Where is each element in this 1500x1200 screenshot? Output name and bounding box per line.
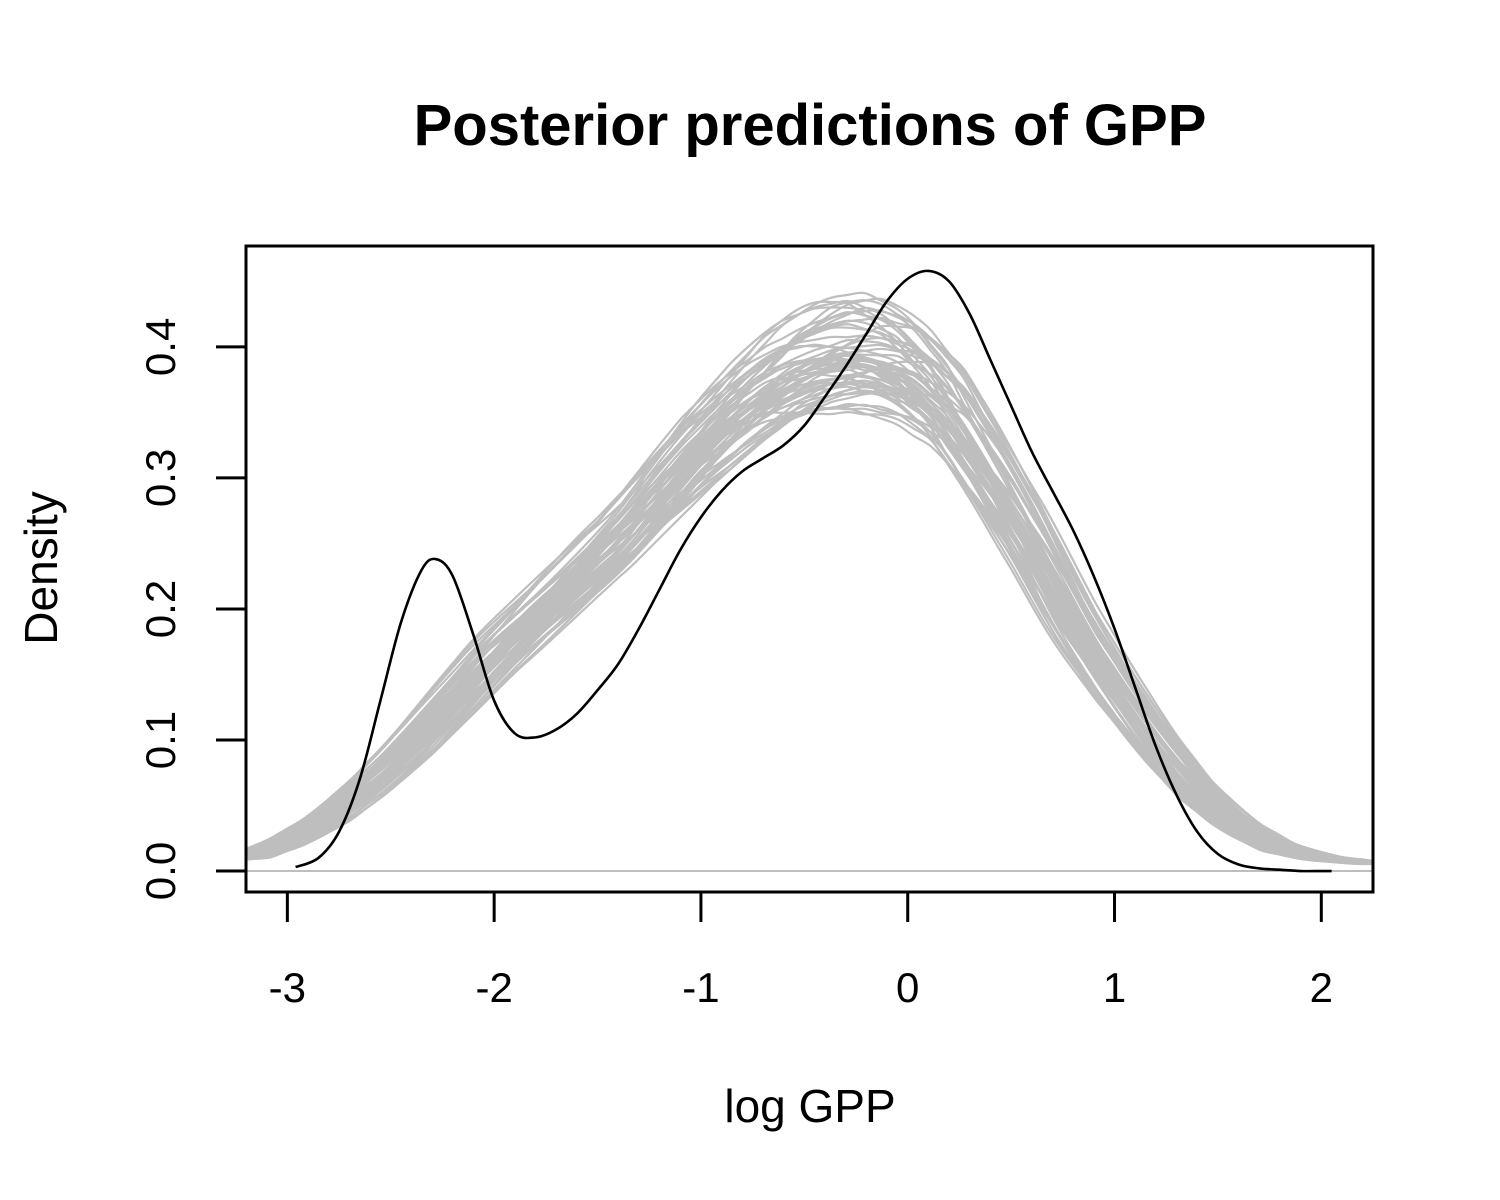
y-tick-label: 0.1: [137, 711, 184, 769]
y-tick-label: 0.3: [137, 449, 184, 507]
plot-area: [246, 269, 1373, 873]
posterior-draw-line: [246, 357, 1373, 865]
y-tick-label: 0.0: [137, 842, 184, 900]
posterior-draw-line: [246, 367, 1373, 865]
x-tick-label: 0: [896, 964, 919, 1011]
axes: -3 -2 -1 0 1 2 0.0 0.1 0.2 0.3 0.4: [137, 318, 1333, 1011]
x-axis-label: log GPP: [724, 1080, 895, 1132]
y-tick-label: 0.4: [137, 318, 184, 376]
posterior-draw-line: [246, 344, 1373, 864]
chart-title: Posterior predictions of GPP: [414, 93, 1207, 158]
y-axis-label: Density: [15, 491, 67, 644]
x-tick-label: 1: [1103, 964, 1126, 1011]
observed-density-line: [295, 269, 1332, 873]
posterior-draw-line: [246, 382, 1373, 864]
plot-frame: [244, 244, 1375, 894]
posterior-draw-line: [246, 381, 1373, 864]
x-tick-label: -2: [475, 964, 512, 1011]
posterior-draw-line: [246, 372, 1373, 865]
x-tick-label: -1: [682, 964, 719, 1011]
x-tick-label: -3: [269, 964, 306, 1011]
posterior-draw-line: [246, 358, 1373, 864]
posterior-draw-line: [246, 334, 1373, 864]
posterior-draw-line: [246, 306, 1373, 864]
x-tick-label: 2: [1310, 964, 1333, 1011]
posterior-draw-line: [246, 407, 1373, 866]
y-tick-label: 0.2: [137, 580, 184, 638]
